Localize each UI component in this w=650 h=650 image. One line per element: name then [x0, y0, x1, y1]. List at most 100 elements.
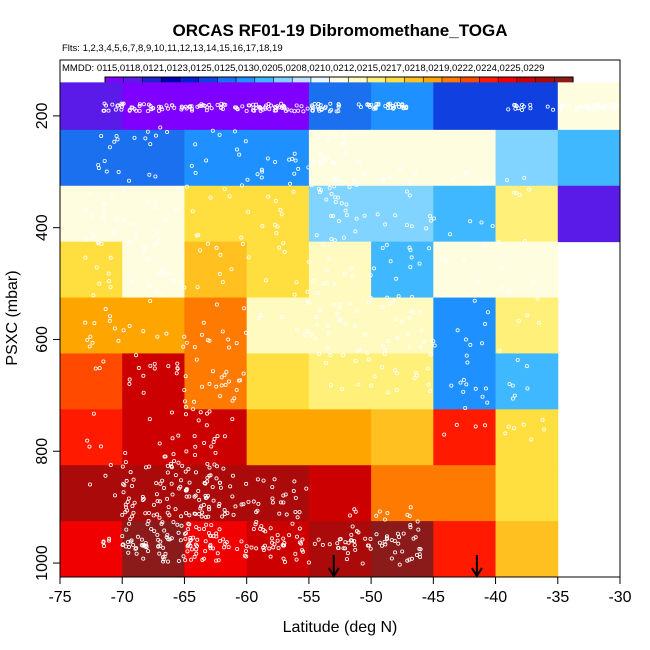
- obs-point: [385, 105, 390, 110]
- obs-point: [165, 532, 170, 537]
- obs-point: [393, 550, 398, 555]
- obs-point: [153, 200, 158, 205]
- obs-point: [396, 541, 401, 546]
- obs-point: [404, 223, 409, 228]
- obs-point: [278, 207, 283, 212]
- obs-point: [507, 289, 512, 294]
- obs-point: [354, 182, 359, 187]
- heatmap-cell: [60, 465, 123, 522]
- obs-point: [531, 280, 536, 285]
- flights-label: Flts: 1,2,3,4,5,6,7,8,9,10,11,12,13,14,1…: [62, 43, 283, 54]
- obs-point: [183, 488, 188, 493]
- obs-point: [128, 539, 133, 544]
- obs-point: [133, 546, 138, 551]
- obs-point: [166, 537, 171, 542]
- y-axis: 200 400 600 800 1000: [34, 102, 60, 581]
- obs-point: [197, 512, 202, 517]
- obs-point: [136, 366, 141, 371]
- obs-point: [193, 444, 198, 449]
- heatmap-cell: [371, 297, 434, 354]
- obs-point: [561, 103, 566, 108]
- obs-point: [522, 175, 527, 180]
- obs-point: [144, 543, 149, 548]
- obs-point: [368, 273, 373, 278]
- obs-point: [381, 177, 386, 182]
- obs-point: [141, 542, 146, 547]
- y-tick-label: 800: [34, 438, 51, 465]
- obs-point: [485, 310, 490, 315]
- obs-point: [108, 463, 113, 468]
- obs-point: [83, 320, 88, 325]
- obs-point: [369, 102, 374, 107]
- obs-point: [267, 107, 272, 112]
- obs-point: [463, 337, 468, 342]
- obs-point: [159, 267, 164, 272]
- obs-point: [230, 494, 235, 499]
- obs-point: [551, 107, 556, 112]
- obs-point: [536, 320, 541, 325]
- obs-point: [404, 104, 409, 109]
- obs-point: [132, 106, 137, 111]
- obs-point: [145, 257, 150, 262]
- obs-point: [527, 187, 532, 192]
- obs-point: [212, 462, 217, 467]
- obs-point: [123, 460, 128, 465]
- obs-point: [238, 378, 243, 383]
- obs-point: [156, 108, 161, 113]
- obs-point: [153, 174, 158, 179]
- x-tick-label: -55: [297, 589, 320, 606]
- heatmap-cells: [60, 82, 621, 578]
- heatmap-cell: [122, 409, 185, 466]
- heatmap-cell: [495, 297, 559, 354]
- chart-title: ORCAS RF01-19 Dibromomethane_TOGA: [172, 21, 507, 40]
- obs-point: [197, 526, 202, 531]
- obs-point: [311, 159, 316, 164]
- obs-point: [98, 444, 103, 449]
- obs-point: [197, 497, 202, 502]
- obs-point: [301, 109, 306, 114]
- obs-point: [205, 411, 210, 416]
- obs-point: [347, 185, 352, 190]
- x-tick-label: -65: [173, 589, 196, 606]
- obs-point: [409, 255, 414, 260]
- obs-point: [183, 104, 188, 109]
- heatmap-cell: [495, 185, 559, 243]
- obs-point: [125, 499, 130, 504]
- obs-point: [443, 259, 448, 264]
- obs-point: [169, 465, 174, 470]
- obs-point: [188, 537, 193, 542]
- obs-point: [226, 379, 231, 384]
- obs-point: [88, 334, 93, 339]
- obs-point: [165, 496, 170, 501]
- obs-point: [490, 224, 495, 229]
- obs-point: [312, 541, 317, 546]
- obs-point: [157, 515, 162, 520]
- obs-point: [343, 208, 348, 213]
- obs-point: [90, 340, 95, 345]
- obs-point: [168, 461, 173, 466]
- obs-point: [608, 105, 613, 110]
- obs-point: [134, 546, 139, 551]
- obs-point: [274, 231, 279, 236]
- obs-point: [151, 502, 156, 507]
- obs-point: [407, 179, 412, 184]
- observation-points: [83, 101, 622, 567]
- obs-point: [154, 492, 159, 497]
- obs-point: [123, 502, 128, 507]
- obs-point: [123, 450, 128, 455]
- obs-point: [388, 259, 393, 264]
- obs-point: [246, 255, 251, 260]
- obs-point: [293, 509, 298, 514]
- obs-point: [155, 334, 160, 339]
- obs-point: [270, 485, 275, 490]
- obs-point: [383, 542, 388, 547]
- heatmap-cell: [246, 241, 310, 299]
- obs-point: [154, 481, 159, 486]
- obs-point: [272, 477, 277, 482]
- obs-point: [308, 332, 313, 337]
- obs-point: [178, 478, 183, 483]
- obs-point: [227, 345, 232, 350]
- obs-point: [383, 517, 388, 522]
- obs-point: [416, 527, 421, 532]
- obs-point: [479, 181, 484, 186]
